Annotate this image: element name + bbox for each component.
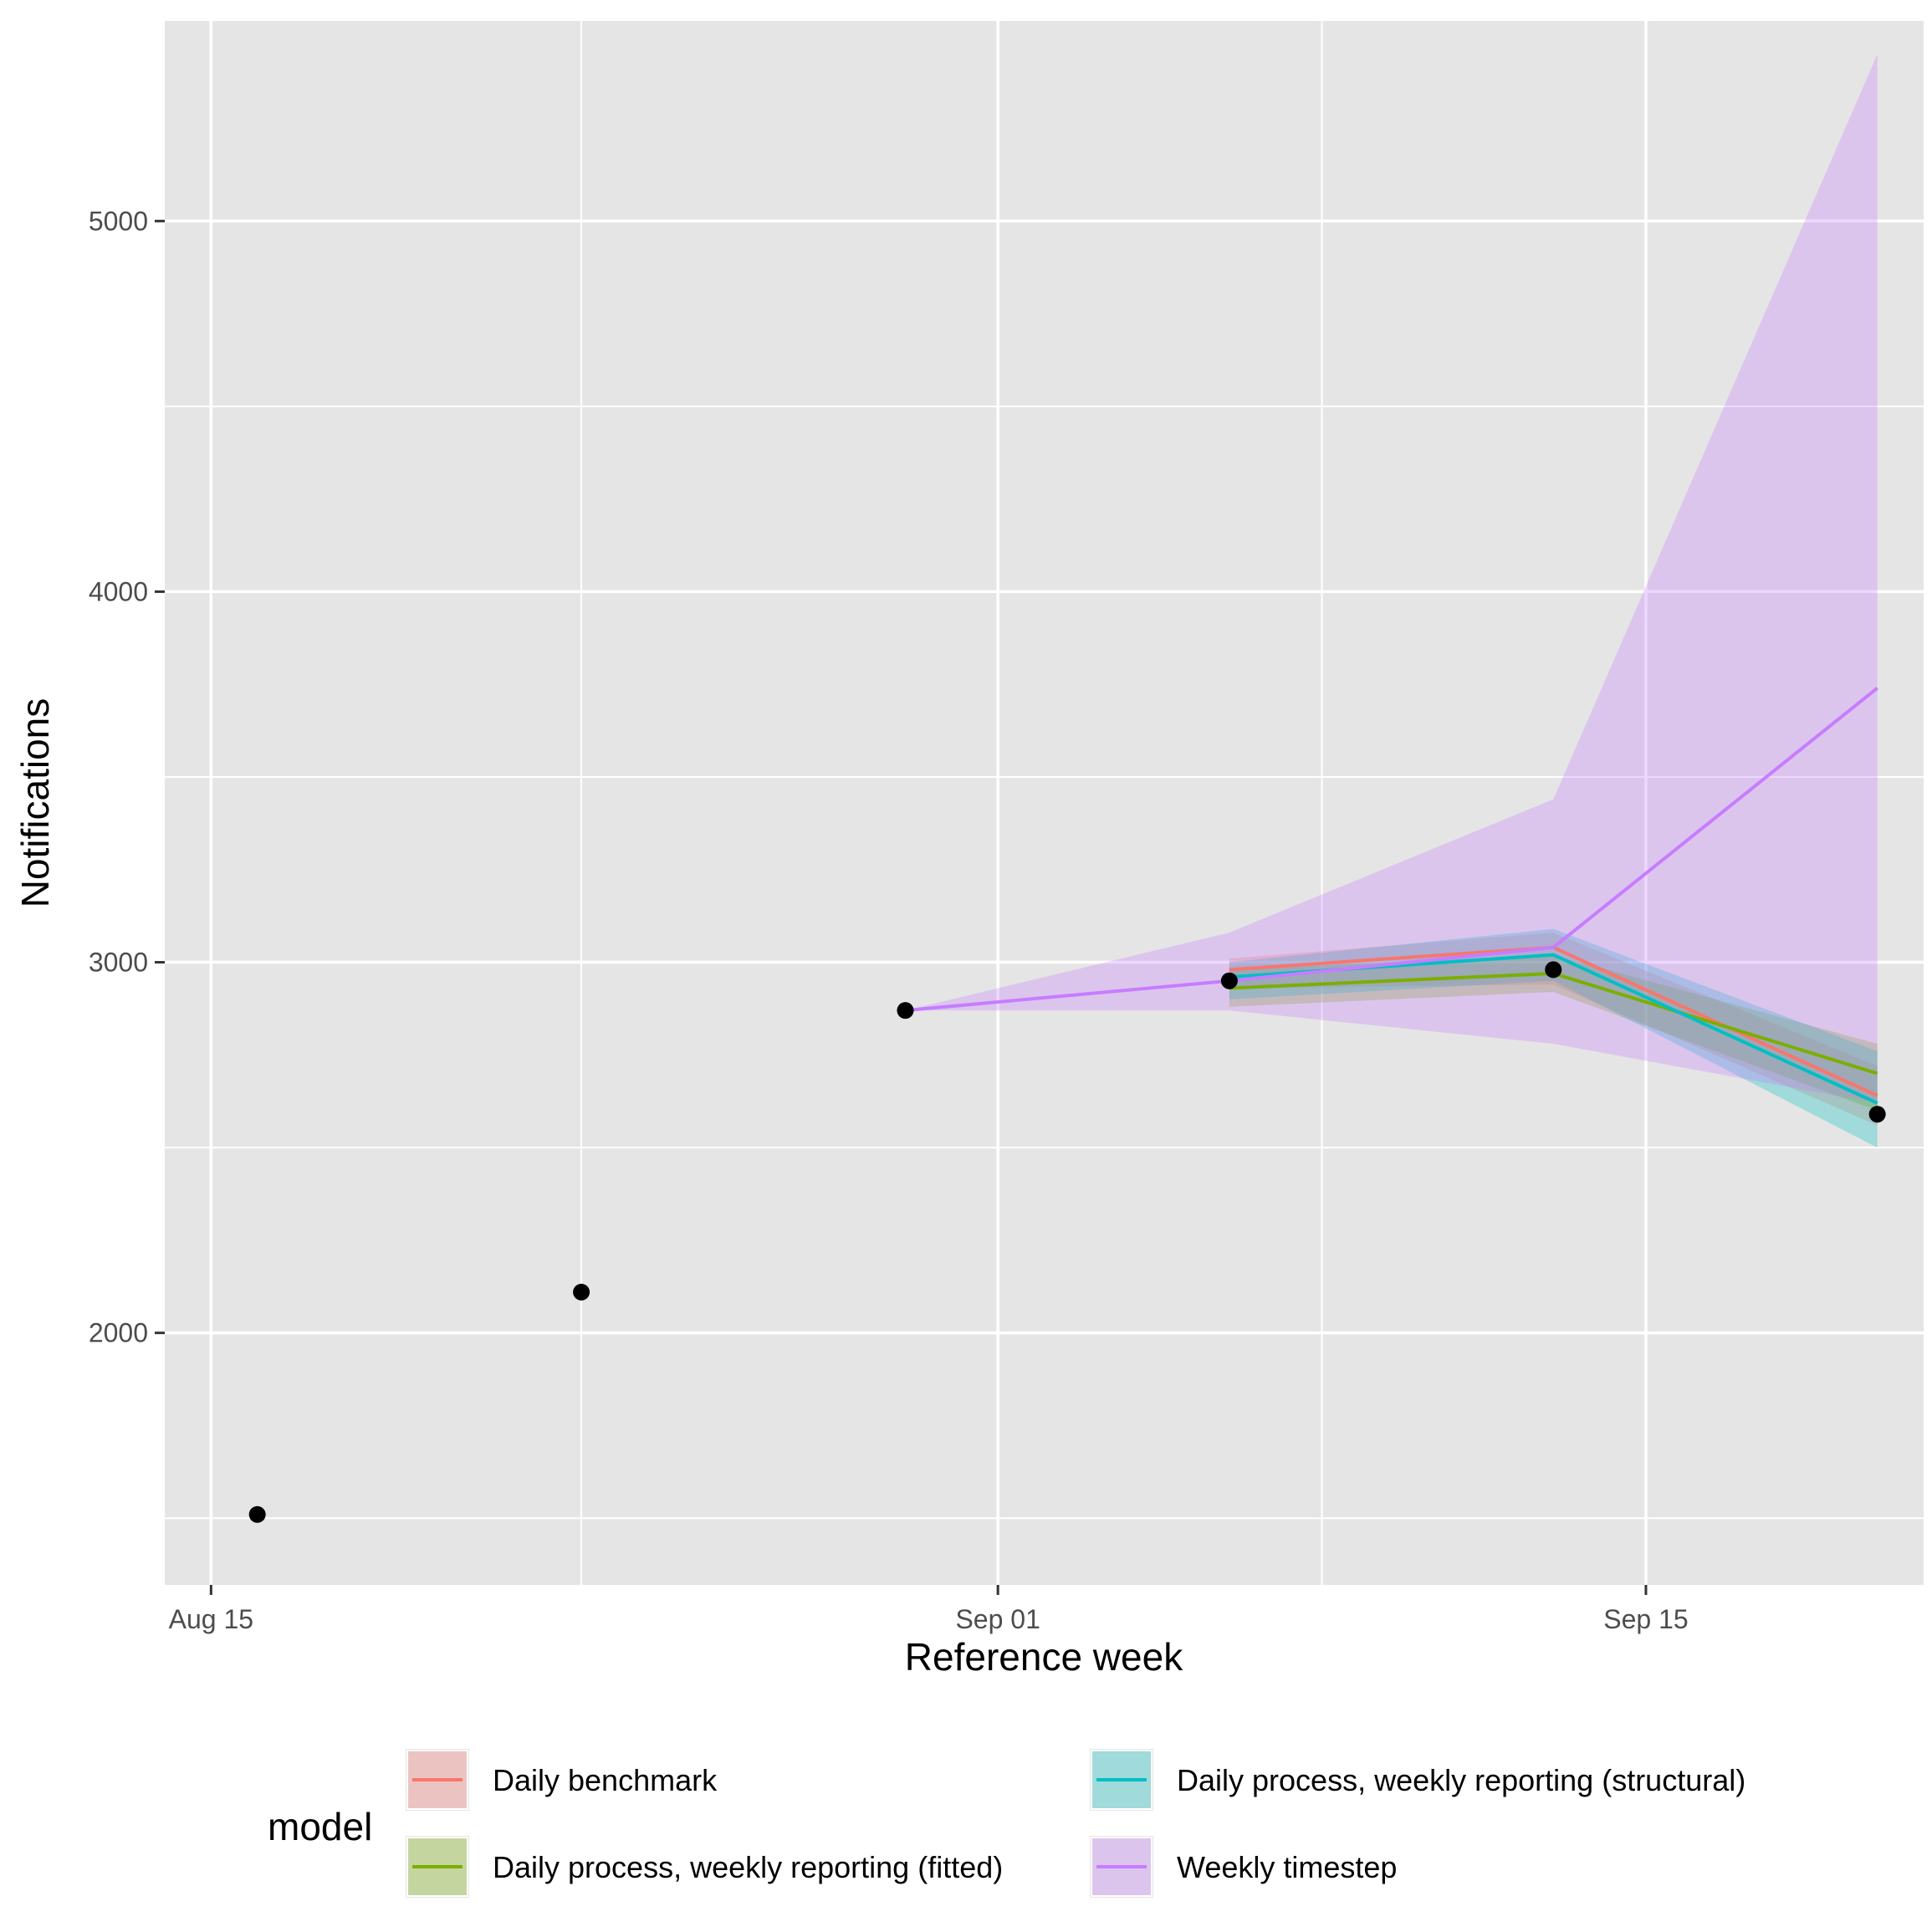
legend-title: model [268, 1805, 372, 1848]
observed-point [248, 1505, 266, 1523]
plot-panel [165, 21, 1924, 1585]
observed-point [1220, 972, 1238, 989]
y-axis: 2000 3000 4000 5000 [89, 206, 165, 1348]
x-axis-title: Reference week [905, 1635, 1183, 1679]
ribbon-daily-process-weekly-reporting-fitted [1229, 954, 1878, 1111]
legend-item-weekly-timestep: Weekly timestep [1090, 1836, 1397, 1898]
major-gridlines [165, 21, 1924, 1585]
legend-label: Daily process, weekly reporting (fitted) [493, 1850, 1003, 1884]
y-tick-label: 5000 [89, 206, 148, 236]
y-tick-label: 3000 [89, 948, 148, 978]
x-tick-label: Sep 01 [955, 1604, 1040, 1634]
ribbon-daily-process-weekly-reporting-structural [1229, 928, 1878, 1148]
ribbon-weekly-timestep [905, 54, 1878, 1103]
observed-points [248, 961, 1886, 1523]
legend-item-daily-process-weekly-reporting-structural: Daily process, weekly reporting (structu… [1090, 1749, 1745, 1811]
legend-label: Daily benchmark [493, 1763, 718, 1797]
line-weekly-timestep [905, 687, 1878, 1013]
y-tick-label: 4000 [89, 576, 148, 606]
observed-point [1868, 1106, 1886, 1123]
legend-label: Daily process, weekly reporting (structu… [1177, 1763, 1745, 1797]
legend-label: Weekly timestep [1177, 1850, 1397, 1884]
legend: model Daily benchmark Daily process, week… [268, 1749, 1745, 1898]
observed-point [1545, 961, 1562, 979]
y-tick-label: 2000 [89, 1318, 148, 1348]
minor-gridlines [165, 21, 1924, 1585]
x-tick-label: Aug 15 [169, 1604, 253, 1634]
legend-item-daily-process-weekly-reporting-fitted: Daily process, weekly reporting (fitted) [406, 1836, 1003, 1898]
observed-point [897, 1002, 914, 1020]
x-tick-label: Sep 15 [1603, 1604, 1688, 1634]
y-axis-title: Notifications [13, 698, 57, 908]
observed-point [573, 1283, 590, 1301]
x-axis: Aug 15 Sep 01 Sep 15 [169, 1585, 1689, 1634]
legend-item-daily-benchmark: Daily benchmark [406, 1749, 718, 1811]
